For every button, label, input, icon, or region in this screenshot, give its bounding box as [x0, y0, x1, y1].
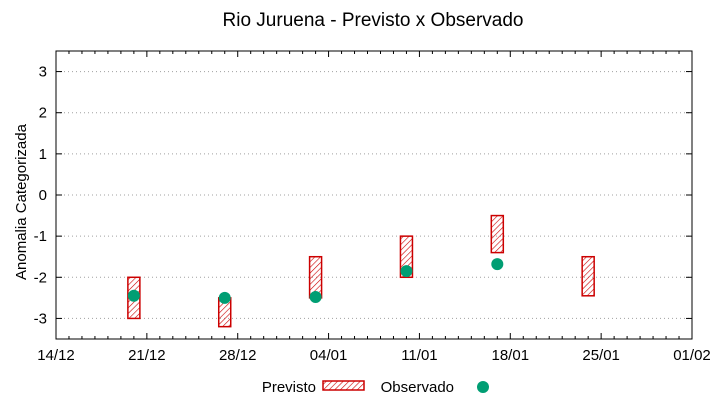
x-tick-label: 25/01 [582, 347, 620, 364]
previsto-range-bar [581, 255, 595, 297]
observado-point [309, 291, 322, 304]
y-tick-label: -3 [34, 310, 47, 327]
x-tick-label: 28/12 [219, 347, 257, 364]
x-tick-label: 21/12 [128, 347, 166, 364]
x-tick-label: 11/01 [401, 347, 437, 364]
previsto-range-bar [490, 214, 505, 254]
legend-swatch-observado [477, 381, 489, 393]
x-tick-label: 18/01 [492, 347, 530, 364]
y-tick-label: -2 [34, 269, 47, 286]
observado-point [491, 258, 504, 271]
x-tick-label: 14/12 [37, 347, 75, 364]
y-tick-label: 1 [39, 146, 47, 163]
legend-label-observado: Observado [381, 379, 454, 396]
legend-label-previsto: Previsto [262, 379, 316, 396]
chart-title: Rio Juruena - Previsto x Observado [223, 10, 524, 31]
y-tick-label: -1 [34, 228, 47, 245]
y-tick-label: 2 [39, 105, 47, 122]
observado-point [127, 289, 140, 302]
plot-area: -3 -2 -1 0 1 2 3 14/12 21/12 28/12 04/01 11/01 18/01… [34, 50, 711, 364]
observado-point [218, 291, 231, 304]
x-tick-label: 01/02 [673, 347, 711, 364]
y-axis-label: Anomalia Categorizada [13, 123, 30, 280]
observado-point [400, 265, 413, 278]
y-tick-label: 0 [39, 187, 47, 204]
y-tick-label: 3 [39, 64, 47, 81]
x-tick-label: 04/01 [310, 347, 348, 364]
legend-swatch-previsto [322, 380, 365, 391]
legend: Previsto Observado [262, 379, 489, 396]
